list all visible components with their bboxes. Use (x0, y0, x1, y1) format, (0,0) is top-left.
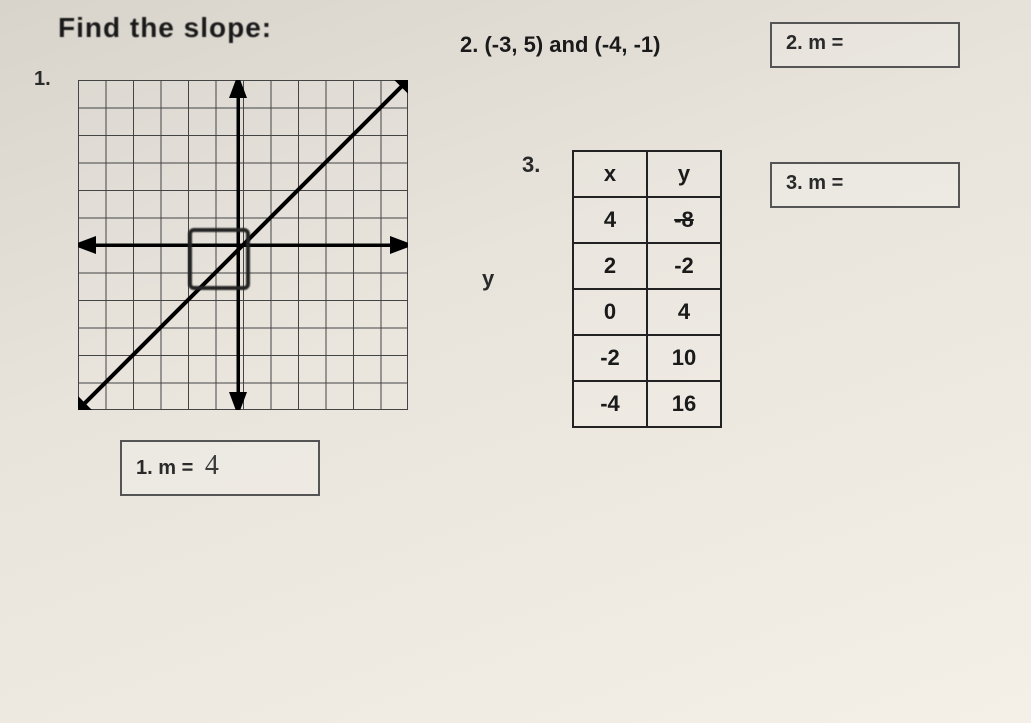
table-row: -4 16 (573, 381, 721, 427)
table-cell: 16 (647, 381, 721, 427)
problem-3-number: 3. (522, 152, 540, 178)
page-title: Find the slope: (58, 12, 272, 44)
problem-1-number: 1. (34, 68, 51, 91)
table-cell: 0 (573, 289, 647, 335)
hand-drawn-square (188, 228, 250, 290)
table-row: 0 4 (573, 289, 721, 335)
table-row: 4 -8 (573, 197, 721, 243)
answer-box-3: 3. m = (770, 162, 960, 208)
table-header-row: x y (573, 151, 721, 197)
answer-1-label: 1. m = (136, 457, 193, 479)
answer-1-handwritten: 4 (205, 450, 219, 481)
answer-box-1: 1. m = 4 (120, 440, 320, 496)
table-cell: 4 (647, 289, 721, 335)
table-header-x: x (573, 151, 647, 197)
answer-box-2: 2. m = (770, 22, 960, 68)
table-header-y: y (647, 151, 721, 197)
answer-2-label: 2. m = (786, 32, 843, 54)
problem-2-points: (-3, 5) and (-4, -1) (484, 32, 660, 57)
table-cell: -2 (573, 335, 647, 381)
answer-3-label: 3. m = (786, 172, 843, 194)
problem-2-label: 2. (-3, 5) and (-4, -1) (460, 32, 661, 58)
table-cell: 2 (573, 243, 647, 289)
xy-table: x y 4 -8 2 -2 0 4 -2 10 -4 16 (572, 150, 722, 428)
table-row: 2 -2 (573, 243, 721, 289)
problem-3-side-label: y (482, 266, 494, 292)
table-cell: -2 (647, 243, 721, 289)
table-cell: 4 (573, 197, 647, 243)
problem-2-number: 2. (460, 32, 478, 57)
table-cell: -8 (647, 197, 721, 243)
table-row: -2 10 (573, 335, 721, 381)
table-cell: 10 (647, 335, 721, 381)
table-cell: -4 (573, 381, 647, 427)
